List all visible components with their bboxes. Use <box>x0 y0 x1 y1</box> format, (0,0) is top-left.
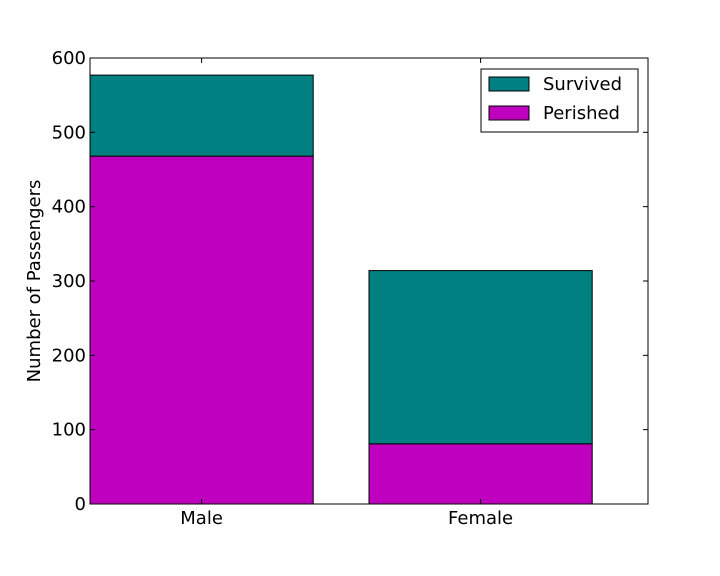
y-tick-label: 500 <box>52 122 86 143</box>
y-tick-label: 600 <box>52 48 86 69</box>
legend-label-perished: Perished <box>543 103 620 124</box>
bar-survived-female <box>368 270 593 445</box>
bar-perished-female <box>368 443 593 505</box>
x-tick-label-male: Male <box>180 508 223 529</box>
bars-group <box>89 74 593 505</box>
plot-frame <box>89 57 649 505</box>
y-tick-label: 400 <box>52 197 86 218</box>
legend-swatch-perished <box>488 105 530 121</box>
x-tick-label-female: Female <box>448 508 513 529</box>
y-tick-label: 0 <box>75 494 86 515</box>
legend-swatch-survived <box>488 76 530 92</box>
y-tick-label: 200 <box>52 345 86 366</box>
y-tick-label: 100 <box>52 420 86 441</box>
legend-label-survived: Survived <box>543 74 622 95</box>
legend: Survived Perished <box>480 68 639 133</box>
y-axis-label: Number of Passengers <box>24 180 45 383</box>
y-tick-label: 300 <box>52 271 86 292</box>
bar-perished-male <box>89 155 314 505</box>
ticks-group: Male Female 0 100 200 300 400 500 600 <box>52 48 648 529</box>
bar-survived-male <box>89 74 314 157</box>
